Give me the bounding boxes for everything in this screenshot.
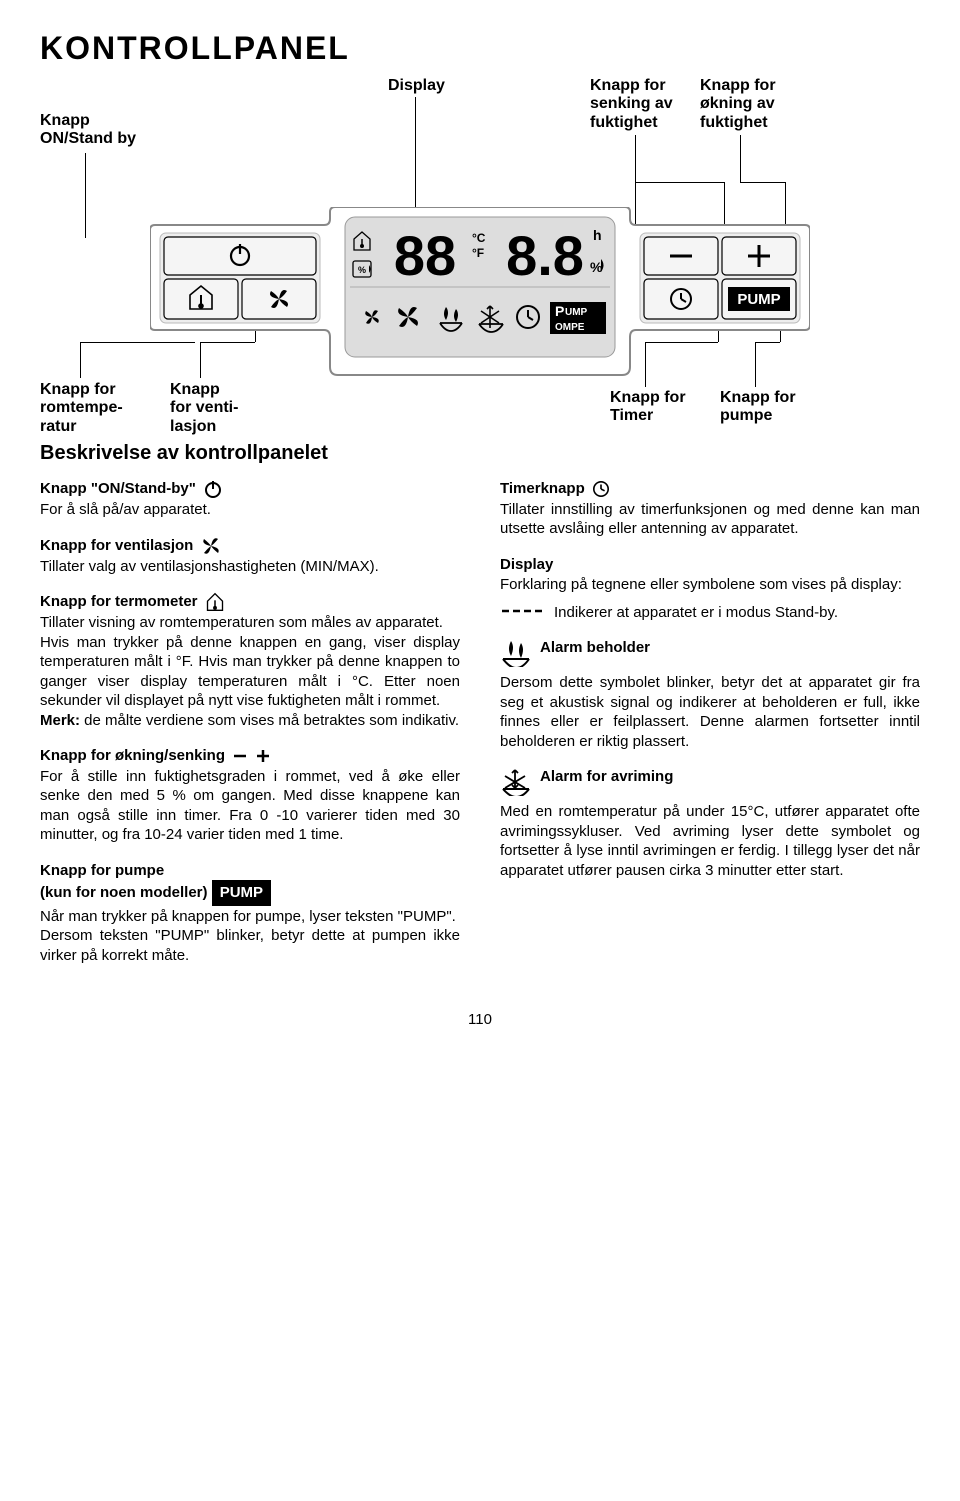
lcd-digits-left: 88 [394,224,456,287]
label-decrease: Knapp forsenking avfuktighet [590,77,673,132]
minus-icon [232,748,248,764]
entry-title-text: Knapp for ventilasjon [40,537,193,554]
pump-badge-icon: PUMP [212,880,271,906]
lcd-unit-c: °C [472,231,486,245]
control-panel-diagram: KnappON/Stand by Display Knapp forsenkin… [40,77,920,417]
lcd-unit-h: h [593,227,602,243]
label-display: Display [388,77,445,95]
entry-body-text: For å slå på/av apparatet. [40,500,460,520]
entry-body-text: Med en romtemperatur på under 15°C, utfø… [500,802,920,880]
entry-body-text: Tillater visning av romtemperaturen som … [40,613,460,730]
entry-body-text: Dersom dette symbolet blinker, betyr det… [500,673,920,751]
label-roomtemp: Knapp forromtempe-ratur [40,381,123,436]
fan-icon [201,536,221,556]
entry-updown: Knapp for økning/senking For å stille in… [40,746,460,845]
entry-title-text: Alarm beholder [540,638,650,658]
pump-button-label: PUMP [737,291,780,308]
standby-dashes-icon [500,604,544,618]
label-pump: Knapp forpumpe [720,389,796,426]
entry-tank-alarm: Alarm beholder Dersom dette symbolet bli… [500,638,920,751]
svg-text:P: P [555,303,564,319]
page-number: 110 [40,1011,920,1028]
label-on-standby: KnappON/Stand by [40,112,136,149]
entry-title-text: Knapp for pumpe [40,862,164,879]
defrost-alarm-icon [500,768,530,796]
lcd-unit-f: °F [472,246,484,260]
svg-text:UMP: UMP [565,307,588,318]
power-button[interactable] [164,237,316,275]
right-column: Timerknapp Tillater innstilling av timer… [500,479,920,981]
power-icon [203,479,223,499]
thermometer-house-icon [205,592,225,612]
entry-thermometer: Knapp for termometer Tillater visning av… [40,592,460,730]
entry-display: Display Forklaring på tegnene eller symb… [500,555,920,623]
label-fan: Knappfor venti-lasjon [170,381,238,436]
entry-pump: Knapp for pumpe (kun for noen modeller) … [40,861,460,966]
entry-body-text: For å stille inn fuktighetsgraden i romm… [40,767,460,845]
page-title: KONTROLLPANEL [40,30,920,67]
lcd-digits-right: 8.8 [506,224,584,287]
entry-title-text: Display [500,556,553,573]
entry-body-text: Forklaring på tegnene eller symbolene so… [500,575,920,595]
standby-text: Indikerer at apparatet er i modus Stand-… [554,603,838,623]
entry-on-standby: Knapp "ON/Stand-by" For å slå på/av appa… [40,479,460,520]
entry-title-text: Knapp for økning/senking [40,747,225,764]
entry-fan: Knapp for ventilasjon Tillater valg av v… [40,536,460,577]
entry-body-text: Når man trykker på knappen for pumpe, ly… [40,907,460,966]
plus-icon [255,748,271,764]
svg-text:%: % [358,265,366,275]
entry-subtitle-text: (kun for noen modeller) [40,884,208,901]
clock-icon [592,480,610,498]
tank-alarm-icon [500,639,530,667]
entry-title-text: Timerknapp [500,480,585,497]
left-column: Knapp "ON/Stand-by" For å slå på/av appa… [40,479,460,981]
entry-timer: Timerknapp Tillater innstilling av timer… [500,479,920,539]
svg-text:OMPE: OMPE [555,322,585,333]
entry-title-text: Knapp for termometer [40,593,198,610]
entry-defrost-alarm: Alarm for avriming Med en romtemperatur … [500,767,920,880]
entry-body-text: Tillater innstilling av timerfunksjonen … [500,500,920,539]
label-timer: Knapp forTimer [610,389,686,426]
entry-title-text: Knapp "ON/Stand-by" [40,480,196,497]
entry-title-text: Alarm for avriming [540,767,673,787]
label-increase: Knapp forøkning avfuktighet [700,77,776,132]
entry-body-text: Tillater valg av ventilasjonshastigheten… [40,557,460,577]
fan-button[interactable] [242,279,316,319]
section-heading: Beskrivelse av kontrollpanelet [40,442,920,465]
control-panel: PUMP % 88 °C °F 8.8 h % [150,207,810,377]
